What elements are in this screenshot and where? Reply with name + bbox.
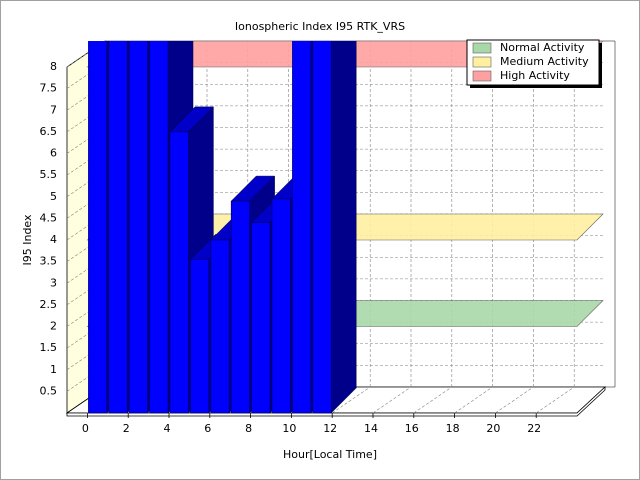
grid-line xyxy=(66,127,106,154)
bar xyxy=(210,239,230,414)
bar xyxy=(128,41,148,414)
y-tick-label: 2.5 xyxy=(40,298,58,311)
y-tick-label: 7 xyxy=(50,103,57,116)
bar xyxy=(190,259,210,414)
x-axis-label: Hour[Local Time] xyxy=(283,448,377,461)
x-tick-label: 20 xyxy=(486,422,500,435)
grid-line xyxy=(66,213,106,241)
grid-line xyxy=(536,386,575,414)
legend-label: High Activity xyxy=(500,69,570,82)
chart-title: Ionospheric Index I95 RTK_VRS xyxy=(235,20,405,33)
legend-label: Medium Activity xyxy=(500,55,589,68)
x-tick-label: 22 xyxy=(527,422,541,435)
grid-line xyxy=(372,386,412,414)
x-tick-label: 0 xyxy=(82,422,89,435)
grid-line xyxy=(66,300,106,327)
grid-line xyxy=(413,386,452,414)
x-tick-label: 16 xyxy=(405,422,419,435)
x-tick-label: 2 xyxy=(123,422,130,435)
bar xyxy=(149,41,169,414)
x-tick-label: 8 xyxy=(245,422,252,435)
y-axis-label: I95 Index xyxy=(21,214,34,266)
grid-line xyxy=(66,170,106,197)
bar xyxy=(108,41,128,414)
grid-line xyxy=(66,192,106,219)
x-tick-label: 12 xyxy=(323,422,337,435)
y-tick-label: 7.5 xyxy=(40,82,58,95)
y-tick-label: 0.5 xyxy=(40,384,58,397)
grid-line xyxy=(66,84,106,111)
y-tick-label: 6 xyxy=(50,147,57,160)
grid-line xyxy=(495,386,534,414)
legend-swatch xyxy=(472,70,492,82)
x-tick-label: 4 xyxy=(164,422,171,435)
y-tick-label: 5.5 xyxy=(40,168,58,181)
grid-line xyxy=(66,343,106,370)
y-tick-label: 5 xyxy=(50,190,57,203)
x-tick-label: 6 xyxy=(204,422,211,435)
grid-line xyxy=(66,235,106,262)
legend-label: Normal Activity xyxy=(500,41,585,54)
bar xyxy=(88,41,108,414)
grid-line xyxy=(66,257,106,284)
grid-line xyxy=(66,321,106,349)
legend-swatch xyxy=(472,42,492,54)
grid-line xyxy=(66,278,106,306)
grid-line xyxy=(66,148,106,176)
grid-line xyxy=(454,386,493,414)
y-tick-label: 4.5 xyxy=(40,211,58,224)
y-tick-label: 1.5 xyxy=(40,341,58,354)
bar xyxy=(292,41,312,414)
grid-line xyxy=(66,105,106,133)
y-tick-label: 4 xyxy=(50,233,57,246)
grid-line xyxy=(66,40,106,68)
y-tick-label: 2 xyxy=(50,320,57,333)
bar xyxy=(251,222,271,414)
y-tick-label: 3 xyxy=(50,276,57,289)
grid-line xyxy=(66,365,106,392)
bar xyxy=(169,131,189,414)
legend-swatch xyxy=(472,56,492,68)
bar xyxy=(271,198,291,414)
y-tick-label: 8 xyxy=(50,60,57,73)
bar xyxy=(230,200,250,414)
x-tick-label: 18 xyxy=(446,422,460,435)
y-tick-label: 6.5 xyxy=(40,125,58,138)
grid-line xyxy=(332,386,371,414)
x-tick-label: 10 xyxy=(282,422,296,435)
y-tick-label: 3.5 xyxy=(40,255,58,268)
bar-side xyxy=(330,41,357,414)
grid-line xyxy=(66,62,106,89)
bar xyxy=(312,41,332,414)
x-tick-label: 14 xyxy=(364,422,378,435)
y-tick-label: 1 xyxy=(50,363,57,376)
